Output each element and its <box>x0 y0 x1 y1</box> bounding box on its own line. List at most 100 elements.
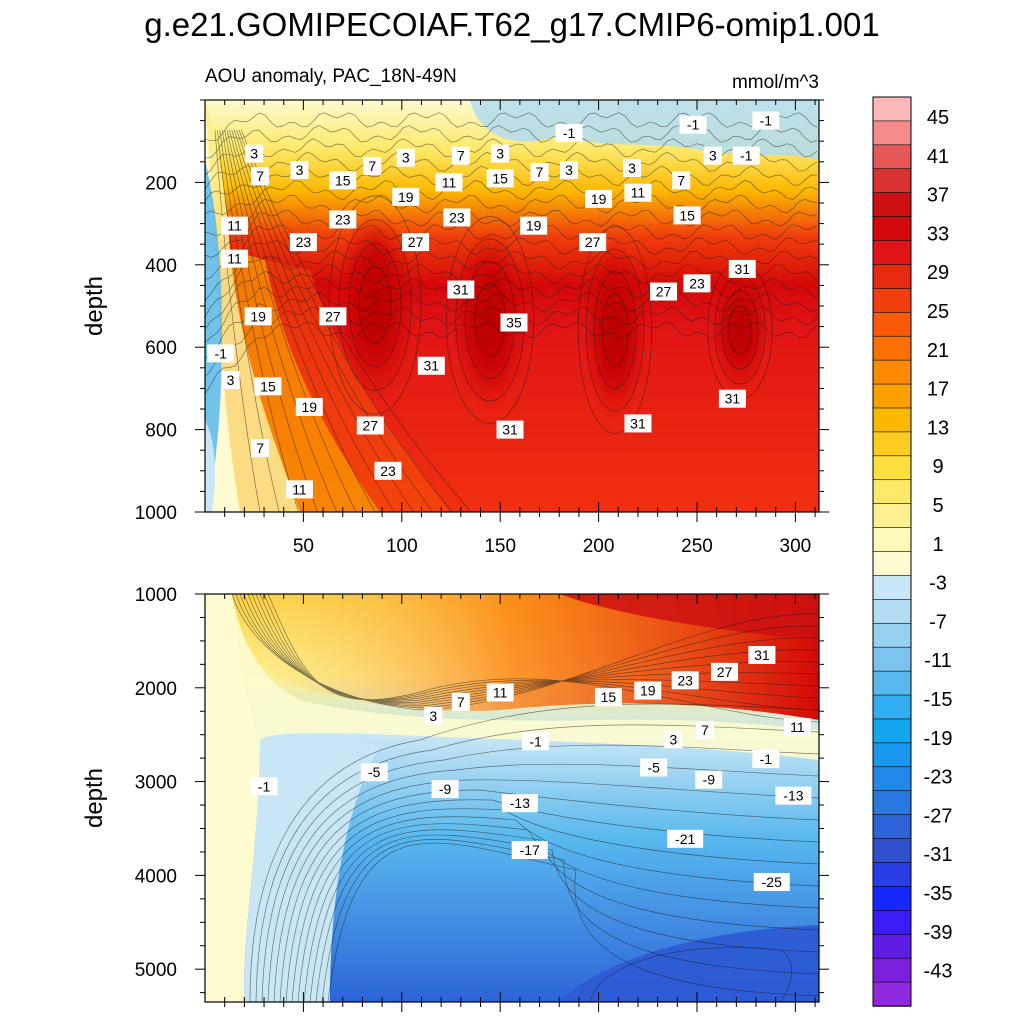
upper-diag-contour <box>229 129 376 512</box>
colorbar-label: -35 <box>924 883 953 905</box>
upper-contour-label: 27 <box>356 416 384 435</box>
contour-label-bg <box>417 356 445 375</box>
lower-contour-line <box>267 594 819 723</box>
lower-contour-label: -17 <box>511 841 548 860</box>
contour-label-bg <box>672 171 691 190</box>
upper-contour-label: 23 <box>374 461 402 480</box>
colorbar-cell <box>872 838 912 864</box>
lower-ytick-label: 3000 <box>135 773 177 794</box>
contour-label-text: -1 <box>740 148 753 164</box>
contour-label-bg <box>511 841 548 860</box>
contour-label-bg <box>319 307 347 326</box>
upper-contour-label: -1 <box>679 115 707 134</box>
contour-label-bg <box>728 259 756 278</box>
upper-contour-label: 7 <box>251 439 270 458</box>
colorbar-label: 33 <box>927 223 949 245</box>
colorbar-cell <box>872 455 912 481</box>
contour-label-bg <box>560 161 579 180</box>
contour-label-text: 23 <box>677 672 693 688</box>
lower-contour-line <box>261 744 819 1002</box>
lower-contour-label: 19 <box>634 681 662 700</box>
contour-label-text: 23 <box>449 209 465 225</box>
lower-contour-line <box>267 763 819 1002</box>
contour-label-text: 3 <box>496 146 504 162</box>
colorbar-cell <box>872 503 912 529</box>
lower-contour-line <box>255 594 819 701</box>
colorbar-cell <box>872 383 912 409</box>
contour-label-bg <box>396 148 415 167</box>
upper-contour-label: 19 <box>520 216 548 235</box>
upper-contour-label: 19 <box>585 189 613 208</box>
contour-label-bg <box>251 439 270 458</box>
lower-red-core <box>560 594 819 640</box>
colorbar-label: -23 <box>924 767 953 789</box>
lower-ytick-label: 5000 <box>135 960 177 981</box>
colorbar-label: -15 <box>924 689 953 711</box>
contour-label-bg <box>207 344 235 363</box>
lower-contour-label: 3 <box>424 706 443 725</box>
contour-label-text: 15 <box>492 170 508 186</box>
contour-label-text: 31 <box>424 358 440 374</box>
contour-label-text: 35 <box>506 314 522 330</box>
upper-ytick-label: 1000 <box>135 503 177 524</box>
colorbar-cell <box>872 431 912 457</box>
contour-label-bg <box>585 189 613 208</box>
contour-label-text: 23 <box>296 234 312 250</box>
contour-label-bg <box>520 216 548 235</box>
upper-contour-label: 31 <box>417 356 445 375</box>
lower-ylabel: depth <box>81 768 108 828</box>
contour-label-text: 23 <box>335 211 351 227</box>
lower-contour-line <box>239 594 819 707</box>
contour-label-text: 19 <box>591 191 607 207</box>
contour-label-text: 23 <box>689 275 705 291</box>
contour-label-bg <box>443 208 471 227</box>
contour-label-bg <box>374 461 402 480</box>
contour-label-text: 7 <box>368 158 376 174</box>
core-3 <box>583 240 647 420</box>
upper-core-contour <box>328 195 422 415</box>
colorbar-cell <box>872 264 912 290</box>
upper-contour-label: 31 <box>624 414 652 433</box>
contour-label-bg <box>695 770 723 789</box>
colorbar-cell <box>872 814 912 840</box>
upper-contour-label: 11 <box>435 173 463 192</box>
upper-contour-label: 27 <box>579 233 607 252</box>
lower-contour-label: 7 <box>451 692 470 711</box>
left-blue-region <box>205 160 222 512</box>
contour-label-text: 31 <box>630 415 646 431</box>
lower-contour-line <box>273 779 819 1002</box>
colorbar-cell <box>872 766 912 792</box>
contour-label-bg <box>295 397 323 416</box>
contour-label-text: -17 <box>520 842 540 858</box>
lower-panel: 1000 2000 3000 4000 5000 depth 31 27 23 19 15 11 7… <box>81 585 829 1012</box>
colorbar-label: -31 <box>924 844 953 866</box>
upper-diag-contour <box>224 129 338 512</box>
deep-blue-region <box>560 925 819 1002</box>
upper-contour-label: 31 <box>447 280 475 299</box>
contour-label-bg <box>431 780 459 799</box>
core-4 <box>712 270 768 390</box>
upper-contour-label: 3 <box>623 158 642 177</box>
upper-subtitle-left: AOU anomaly, PAC_18N-49N <box>205 66 457 87</box>
colorbar-cell <box>872 886 912 912</box>
lower-contour-line <box>279 789 819 1002</box>
contour-label-bg <box>245 144 264 163</box>
contour-label-bg <box>752 750 780 769</box>
contour-label-bg <box>496 420 524 439</box>
colorbar-cell <box>872 551 912 577</box>
lower-contour-label: -9 <box>431 780 459 799</box>
upper-contour-label: 15 <box>254 377 282 396</box>
upper-core-contour <box>728 305 752 355</box>
upper-ytick-label: 400 <box>145 256 177 277</box>
colorbar-cell <box>872 311 912 337</box>
contour-label-bg <box>695 721 714 739</box>
lower-contour-line <box>297 816 819 1002</box>
contour-label-text: 11 <box>442 174 457 190</box>
colorbar-label: -39 <box>924 922 953 944</box>
lower-contour-label: -5 <box>360 763 388 782</box>
upper-core-contour <box>358 266 392 344</box>
contour-label-text: 11 <box>227 218 242 234</box>
contour-label-text: 27 <box>325 308 341 324</box>
colorbar-cell <box>872 910 912 935</box>
